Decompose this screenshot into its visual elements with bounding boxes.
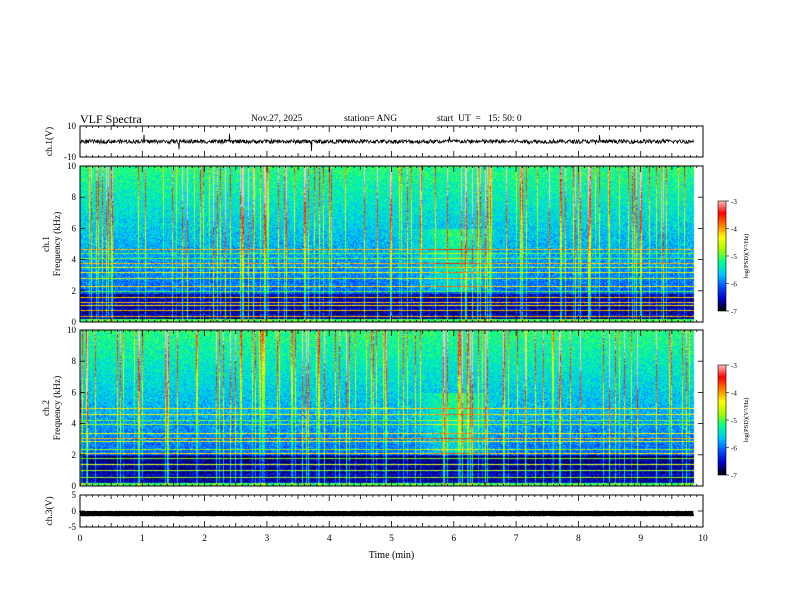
- x-tick-label: 6: [451, 534, 456, 544]
- spectrogram-ch2-image: [80, 330, 703, 486]
- x-tick-label: 2: [202, 534, 207, 544]
- ylabel-spectrogram-ch1-0: ch.1: [42, 236, 52, 252]
- x-tick-label: 7: [514, 534, 519, 544]
- y-tick-label-ch3: -5: [69, 522, 77, 532]
- y-tick-label-s2: 6: [72, 387, 77, 397]
- y-tick-label-s2: 8: [72, 356, 77, 366]
- waveform-ch1-line: [79, 133, 694, 152]
- date-label: Nov.27, 2025: [251, 114, 303, 124]
- y-tick-label-ch1: -10: [64, 152, 76, 162]
- y-tick-label-ch1: 10: [67, 121, 77, 131]
- x-tick-label: 1: [140, 534, 145, 544]
- ylabel-ch3-0: ch.3(V): [44, 496, 55, 525]
- chart-title: VLF Spectra: [80, 112, 142, 126]
- colorbar-tick-label: -4: [731, 390, 737, 398]
- y-tick-label-ch3: 5: [72, 490, 77, 500]
- colorbar-label: log(PSD)(V²/Hz): [743, 398, 750, 443]
- frame-layer: [79, 125, 704, 528]
- x-tick-label: 5: [389, 534, 394, 544]
- colorbar-tick-label: -3: [731, 362, 737, 370]
- x-tick-label: 3: [265, 534, 270, 544]
- ylabel-ch1-0: ch.1(V): [44, 127, 55, 156]
- colorbar-1: [717, 200, 727, 312]
- y-tick-label-s1: 10: [67, 161, 77, 171]
- spectrogram-ch1-image: [80, 166, 703, 322]
- x-tick-label: 0: [78, 534, 83, 544]
- colorbar-tick-label: -3: [731, 198, 737, 206]
- y-tick-label-s2: 10: [67, 325, 77, 335]
- colorbar-tick-label: -6: [731, 281, 737, 289]
- y-tick-label-s1: 2: [72, 286, 77, 296]
- colorbar-tick-label: -5: [731, 253, 737, 261]
- colorbar-tick-label: -7: [731, 472, 737, 480]
- colorbar-layer: -3 -4 -5 -6 -7 log(PSD)(V²/Hz) -3 -4 -5 -6 -7 log(P…: [717, 198, 750, 480]
- y-tick-label-s1: 0: [72, 317, 77, 327]
- start-time-label: start UT = 15: 50: 0: [437, 114, 522, 124]
- colorbar-tick-label: -5: [731, 417, 737, 425]
- y-tick-label-s1: 4: [72, 255, 77, 265]
- station-label: station= ANG: [344, 114, 398, 124]
- x-tick-label: 9: [638, 534, 643, 544]
- x-tick-label: 4: [327, 534, 332, 544]
- ylabel-spectrogram-ch2-0: ch.2: [42, 400, 52, 416]
- ylabel-spectrogram-ch1-1: Frequency (kHz): [52, 212, 63, 277]
- x-axis-label: Time (min): [369, 550, 414, 561]
- colorbar-2: [717, 364, 727, 476]
- spectrogram-layer: [80, 166, 703, 486]
- y-tick-label-s2: 4: [72, 419, 77, 429]
- colorbar-label: log(PSD)(V²/Hz): [743, 234, 750, 279]
- y-tick-label-s1: 8: [72, 192, 77, 202]
- y-tick-label-s1: 6: [72, 223, 77, 233]
- ylabel-spectrogram-ch2-1: Frequency (kHz): [52, 376, 63, 441]
- colorbar-tick-label: -4: [731, 226, 737, 234]
- y-tick-label-ch3: 0: [72, 506, 77, 516]
- x-tick-label: 10: [698, 534, 708, 544]
- y-tick-label-s2: 2: [72, 450, 77, 460]
- colorbar-tick-label: -6: [731, 445, 737, 453]
- y-tick-label-s2: 0: [72, 481, 77, 491]
- waveform-layer: [79, 133, 694, 517]
- colorbar-tick-label: -7: [731, 308, 737, 316]
- x-tick-label: 8: [576, 534, 581, 544]
